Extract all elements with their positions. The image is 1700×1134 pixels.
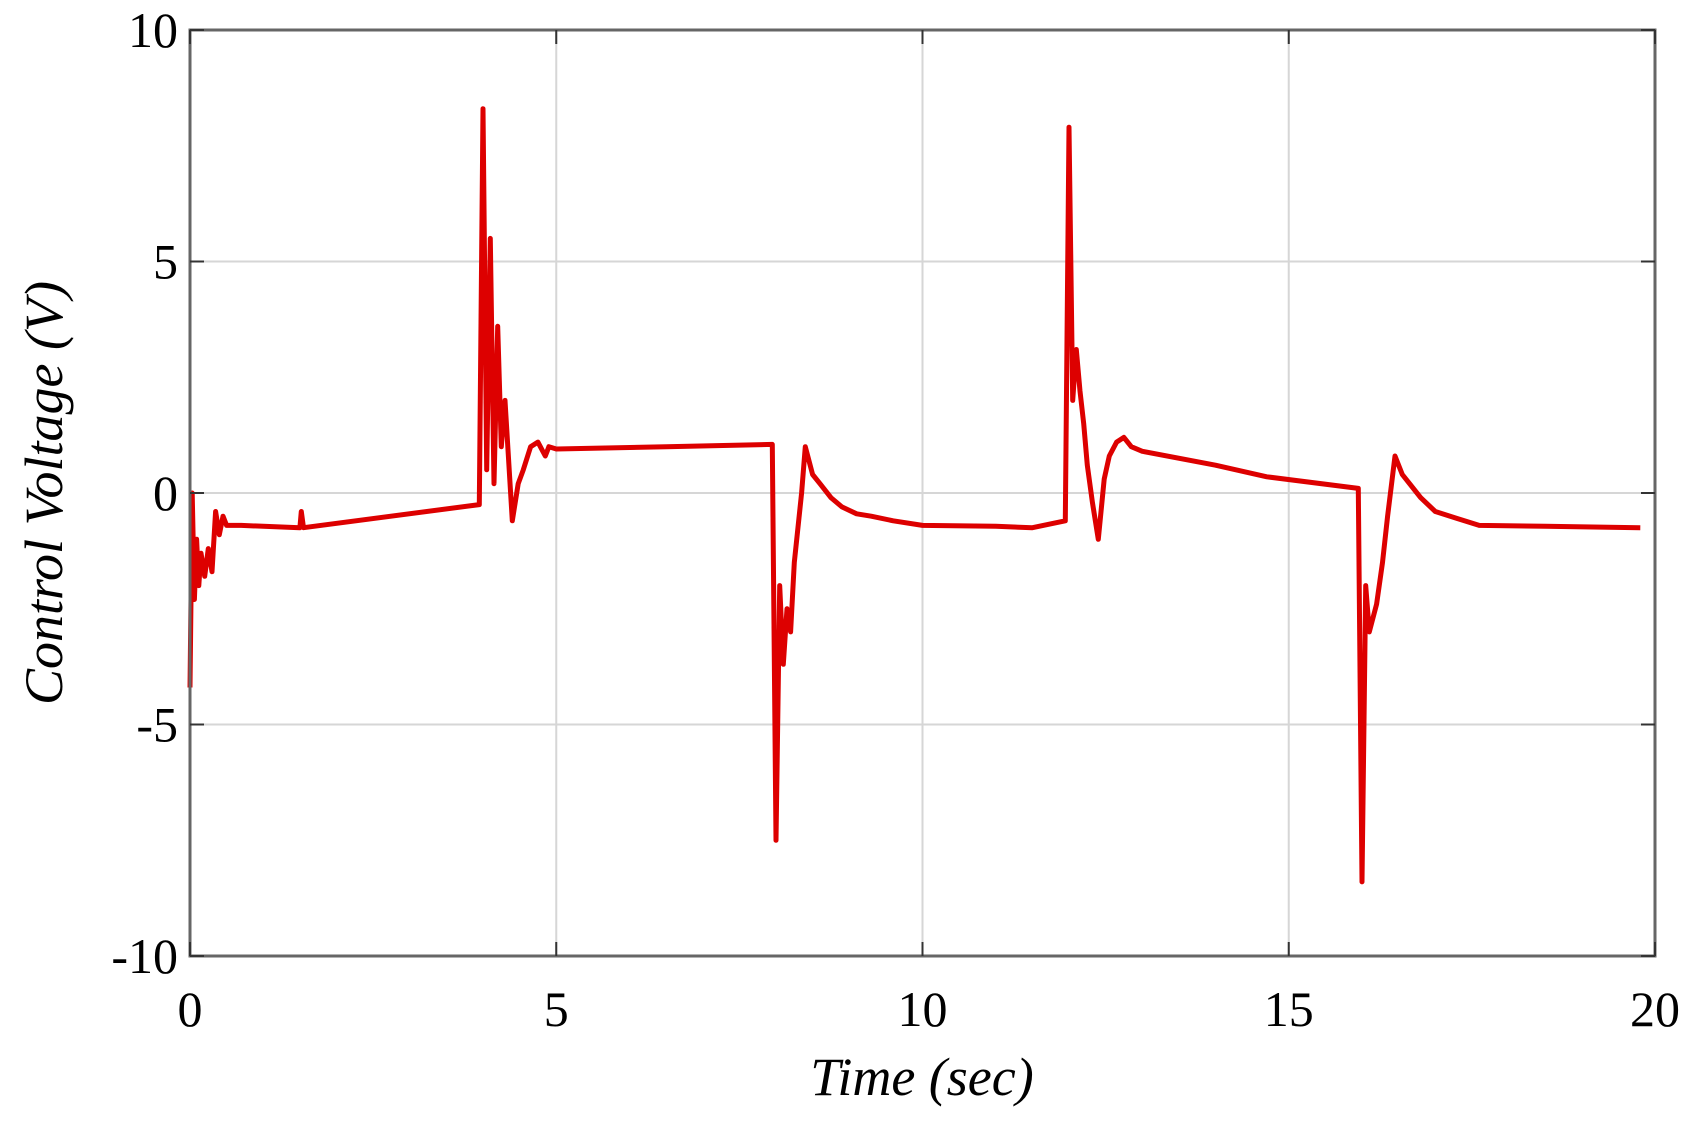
x-tick-labels: 0 5 10 15 20	[178, 981, 1681, 1037]
x-tick-label: 0	[178, 981, 203, 1037]
x-tick-label: 20	[1630, 981, 1680, 1037]
x-tick-label: 15	[1264, 981, 1314, 1037]
y-tick-label: 10	[128, 2, 178, 58]
series-line-control-voltage	[187, 106, 1641, 885]
x-tick-label: 10	[898, 981, 948, 1037]
y-axis-label: Control Voltage (V)	[14, 281, 74, 705]
y-tick-labels: -10 -5 0 5 10	[111, 2, 178, 984]
grid	[190, 30, 1655, 956]
y-tick-label: -10	[111, 928, 178, 984]
y-tick-label: -5	[136, 697, 178, 753]
x-axis-label: Time (sec)	[810, 1047, 1033, 1107]
y-tick-label: 0	[153, 465, 178, 521]
axis-ticks	[189, 29, 1656, 957]
x-tick-label: 5	[544, 981, 569, 1037]
y-tick-label: 5	[153, 234, 178, 290]
